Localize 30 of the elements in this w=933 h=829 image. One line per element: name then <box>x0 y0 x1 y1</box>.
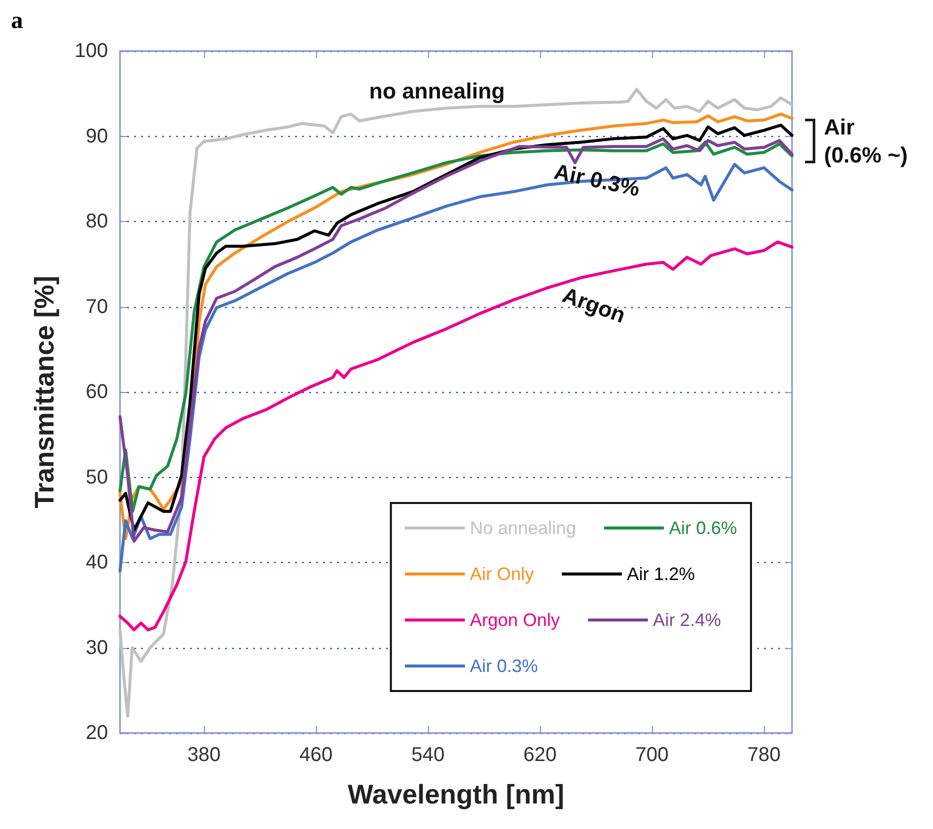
x-tick-label: 620 <box>523 744 557 766</box>
x-tick-label: 460 <box>299 744 333 766</box>
x-axis-title: Wavelength [nm] <box>348 780 564 810</box>
text: Air (0.6% ~) <box>824 114 908 168</box>
x-tick-label: 380 <box>187 744 221 766</box>
y-tick-label: 30 <box>86 636 108 659</box>
y-tick-label: 40 <box>86 552 108 574</box>
y-tick-label: 70 <box>86 296 108 318</box>
y-tick-label: 50 <box>86 466 108 488</box>
x-tick-label: 780 <box>747 744 781 766</box>
y-tick-label: 80 <box>86 210 108 232</box>
y-tick-label: 90 <box>86 125 108 148</box>
legend-label: Air 0.6% <box>668 518 738 538</box>
legend-label: Air 1.2% <box>626 564 695 584</box>
legend-label: Air 2.4% <box>652 610 721 630</box>
x-tick-label: 540 <box>411 744 445 766</box>
annotation: no annealing <box>369 78 505 104</box>
chart-title: a <box>11 8 23 34</box>
y-tick-label: 20 <box>86 722 108 744</box>
legend-label: Argon Only <box>470 610 560 630</box>
y-tick-label: 60 <box>86 381 108 403</box>
y-tick-label: 100 <box>74 40 108 62</box>
annotation: Air 0.3% <box>552 158 642 202</box>
line-series <box>118 240 794 632</box>
legend-label: Air 0.3% <box>470 656 538 676</box>
legend-label: No annealing <box>470 518 576 538</box>
x-tick-label: 700 <box>635 744 669 766</box>
legend-label: Air Only <box>470 564 534 584</box>
annotation: Argon <box>559 282 629 328</box>
y-axis-title: Transmittance [%] <box>30 276 60 508</box>
